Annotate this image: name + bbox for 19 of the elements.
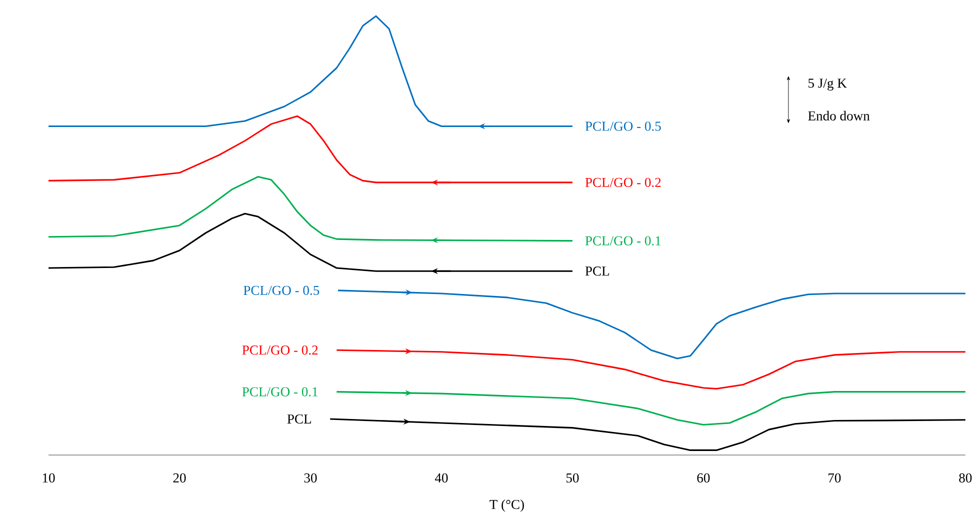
series-label: PCL: [585, 266, 609, 276]
x-tick-label: 10: [42, 473, 55, 483]
series-label: PCL/GO - 0.5: [244, 286, 320, 296]
x-tick-label: 20: [173, 473, 186, 483]
series-label: PCL/GO - 0.2: [242, 346, 318, 355]
x-tick-label: 80: [959, 473, 972, 483]
annotation: 5 J/g K: [808, 78, 847, 91]
series-label: PCL/GO - 0.1: [585, 236, 661, 246]
x-tick-label: 60: [697, 473, 710, 483]
series-label: PCL/GO - 0.2: [585, 178, 661, 188]
series-label: PCL/GO - 0.1: [242, 387, 318, 396]
series-label: PCL/GO - 0.5: [585, 122, 661, 131]
x-tick-label: 50: [566, 473, 579, 483]
series-label: PCL: [287, 414, 311, 424]
x-tick-label: 30: [304, 473, 317, 483]
annotation: Endo down: [808, 110, 870, 121]
x-tick-label: 70: [828, 473, 841, 483]
x-tick-label: 40: [434, 473, 448, 483]
x-axis-title: T (°C): [490, 500, 524, 512]
